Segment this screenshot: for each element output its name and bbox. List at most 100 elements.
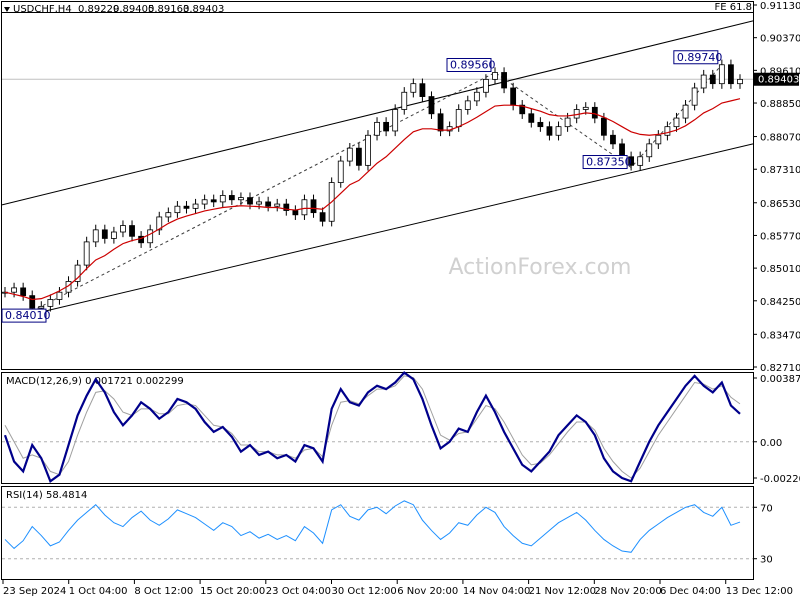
candle-body — [74, 264, 81, 282]
candle-body — [591, 106, 598, 119]
candle-body — [464, 100, 471, 110]
price-tick-label: 0.84250 — [760, 297, 800, 308]
time-tick-label: 23 Sep 2024 — [3, 586, 66, 597]
price-tick-label: 0.85770 — [760, 231, 800, 242]
candle-body — [228, 195, 235, 201]
candle — [74, 259, 81, 287]
pivot-label: 0.87350 — [582, 155, 632, 170]
candle — [165, 207, 172, 223]
candle — [528, 108, 535, 128]
candle — [201, 194, 208, 210]
candle-body — [183, 205, 190, 209]
candle — [464, 95, 471, 115]
candle — [174, 201, 181, 218]
candle-body — [47, 299, 54, 307]
price-header: USDCHF,H4 0.89229 0.89405 0.89163 0.8940… — [4, 4, 224, 15]
candle-body — [165, 212, 172, 218]
candle-body — [709, 74, 716, 85]
candle — [546, 121, 553, 141]
macd-axis: 0.003873 0.00 -0.002201 — [753, 374, 800, 485]
candle-body — [637, 156, 644, 166]
candle — [20, 282, 27, 301]
candle-body — [646, 143, 653, 158]
rsi-line — [4, 500, 741, 553]
pivot-label-box — [1, 308, 47, 323]
candle-body — [473, 91, 480, 102]
candle-body — [92, 229, 99, 243]
channel-lower-line — [44, 143, 754, 312]
candle — [283, 198, 290, 216]
candle-body — [337, 160, 344, 183]
candle-body — [383, 121, 390, 132]
header-symbol: USDCHF,H4 — [13, 4, 72, 15]
channel-upper-line — [1, 20, 754, 206]
candle-body — [210, 199, 217, 203]
candle-body — [628, 156, 635, 166]
candle — [473, 87, 480, 107]
rsi-panel-frame — [1, 486, 754, 580]
price-tick-label: 0.91130 — [760, 1, 800, 12]
candle-body — [737, 78, 743, 85]
time-tick-label: 14 Nov 04:00 — [463, 586, 530, 597]
candle-body — [501, 72, 507, 89]
candle — [519, 100, 526, 119]
time-tick-label: 21 Nov 12:00 — [529, 586, 596, 597]
candle — [355, 143, 362, 171]
candle-body — [174, 205, 181, 214]
time-tick-label: 30 Oct 12:00 — [332, 586, 397, 597]
candle — [365, 130, 371, 171]
candle-body — [392, 109, 399, 132]
candle — [337, 155, 344, 188]
candle-body — [355, 147, 362, 166]
price-tick-label: 0.88850 — [760, 99, 800, 110]
price-tick-label: 0.83470 — [760, 330, 800, 341]
candle — [492, 67, 498, 85]
candle — [301, 194, 308, 220]
candle — [610, 130, 616, 150]
candle-body — [247, 197, 253, 205]
candle — [47, 294, 54, 312]
candle-body — [219, 195, 226, 203]
candle — [392, 104, 399, 137]
candle — [210, 194, 217, 208]
candle-body — [728, 64, 734, 85]
time-tick-label: 8 Oct 12:00 — [134, 586, 193, 597]
candle — [537, 117, 544, 132]
candle-body — [483, 78, 489, 93]
candle-body — [56, 291, 63, 300]
candle — [228, 190, 235, 205]
candle-body — [519, 104, 526, 115]
candle — [419, 78, 426, 102]
candle — [319, 207, 326, 227]
candle — [265, 196, 272, 212]
candle — [83, 236, 90, 271]
candle-body — [319, 212, 326, 222]
time-tick-label: 28 Nov 20:00 — [594, 586, 661, 597]
current-price-tag: 0.89403 — [754, 72, 799, 86]
time-tick-label: 23 Oct 04:00 — [266, 586, 331, 597]
pivot-label-box — [446, 57, 492, 72]
price-tick-label: 0.90370 — [760, 34, 800, 45]
candle-body — [555, 126, 562, 136]
collapse-triangle-icon[interactable] — [4, 7, 10, 12]
candle — [56, 287, 63, 305]
candle — [110, 226, 117, 244]
price-axis: 0.91130 0.90370 0.89610 0.88850 0.88070 0.873… — [753, 1, 800, 374]
pivot-label-box — [673, 50, 719, 65]
candle-body — [655, 134, 662, 145]
price-panel-frame — [1, 1, 754, 370]
rsi-tick-label: 70 — [760, 503, 773, 514]
candle-body — [528, 113, 535, 123]
candle-body — [582, 106, 589, 110]
candle-body — [120, 225, 126, 233]
candle-body — [546, 126, 553, 136]
candle-body — [283, 203, 290, 211]
candle-body — [510, 87, 517, 106]
candle — [655, 130, 662, 150]
candle-body — [374, 121, 380, 136]
candle-body — [292, 210, 299, 216]
candle-body — [455, 109, 462, 128]
rsi-title: RSI(14) 58.4814 — [6, 490, 87, 501]
candle-body — [256, 201, 262, 205]
price-tick-label: 0.86530 — [760, 199, 800, 210]
